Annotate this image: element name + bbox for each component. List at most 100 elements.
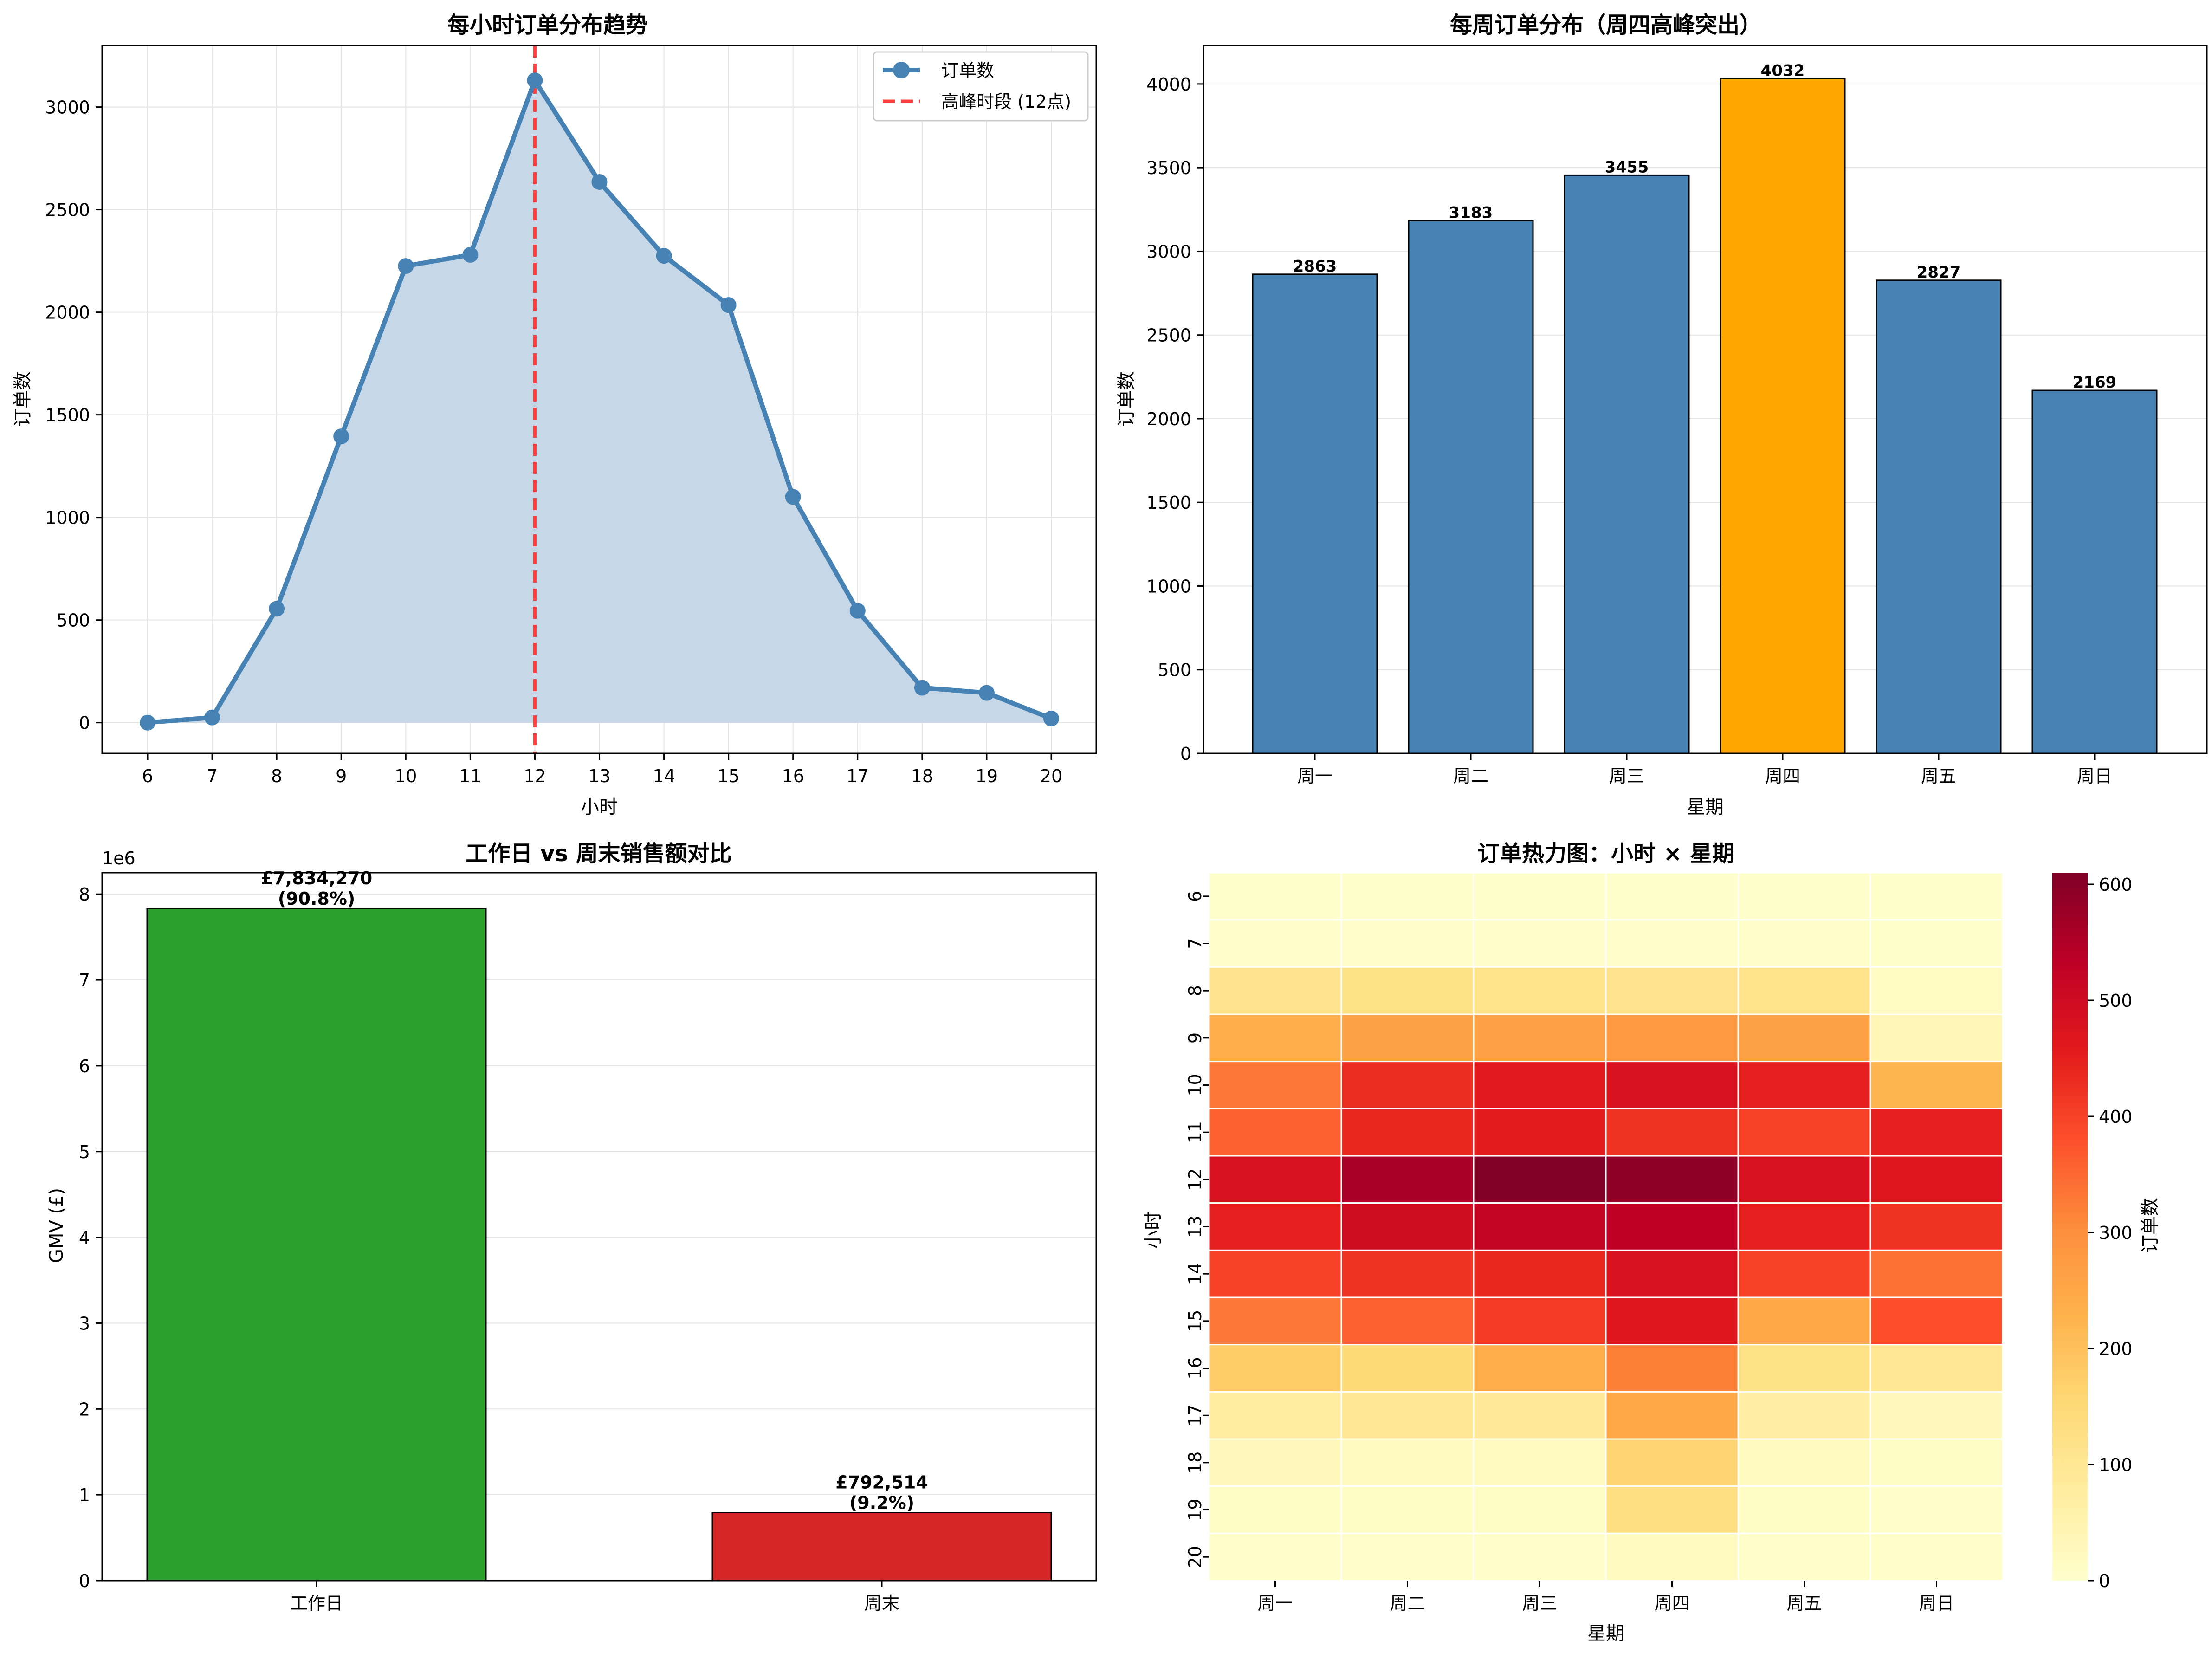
bar	[1252, 273, 1378, 754]
bar-data-label: 2169	[2073, 373, 2117, 392]
heatmap-cell	[1473, 1108, 1607, 1157]
legend-frame	[873, 51, 1089, 122]
data-point	[656, 248, 672, 264]
heatmap-cell	[1737, 1061, 1871, 1109]
data-point	[1043, 710, 1059, 726]
y-tick-label: 7	[1185, 938, 1205, 949]
heatmap-cell	[1473, 919, 1607, 968]
heatmap-cell	[1340, 1013, 1475, 1063]
heatmap-cell	[1605, 1108, 1739, 1157]
data-point	[462, 246, 479, 263]
y-tick-label: 15	[1185, 1310, 1205, 1332]
x-tick-label: 14	[653, 766, 675, 786]
y-tick-label: 2500	[45, 200, 90, 220]
y-tick-label: 1000	[45, 508, 90, 528]
heatmap-cell	[1340, 1202, 1475, 1251]
heatmap-cell	[1869, 1249, 2004, 1298]
y-tick-label: 2000	[1146, 409, 1191, 429]
y-tick-label: 1500	[45, 405, 90, 426]
heatmap-cell	[1340, 1108, 1475, 1157]
bars: £7,834,270(90.8%) £792,514(9.2%)	[146, 868, 1052, 1582]
x-tick-label: 周五	[1786, 1593, 1822, 1614]
heatmap-cell	[1208, 1532, 1342, 1582]
colorbar-label: 订单数	[2140, 1198, 2161, 1253]
heatmap-cell	[1473, 1391, 1607, 1440]
bar	[711, 1512, 1052, 1582]
heatmap-cell	[1340, 1155, 1475, 1204]
heatmap-cell	[1473, 1438, 1607, 1487]
data-point	[527, 72, 543, 89]
legend-marker-swatch	[893, 62, 910, 78]
heatmap-cell	[1737, 1108, 1871, 1157]
x-tick-label: 15	[717, 766, 739, 786]
heatmap-cell	[1605, 1344, 1739, 1393]
data-point	[333, 428, 349, 445]
y-tick-label: 17	[1185, 1404, 1205, 1426]
heatmap-cell	[1869, 1013, 2004, 1063]
bar-data-label: 2863	[1293, 257, 1337, 276]
y-tick-label: 2000	[45, 303, 90, 323]
heatmap-cell	[1473, 1485, 1607, 1534]
heatmap-cell	[1208, 1485, 1342, 1534]
y-axis-label: 订单数	[1116, 371, 1137, 427]
y-tick-label: 20	[1185, 1546, 1205, 1568]
x-tick-label: 周三	[1522, 1593, 1557, 1614]
colorbar-tick-label: 0	[2099, 1571, 2110, 1591]
axis-multiplier: 1e6	[102, 848, 136, 869]
x-tick-label: 周日	[2077, 766, 2112, 786]
data-point	[140, 714, 155, 731]
heatmap-cell	[1473, 966, 1607, 1015]
bar	[1720, 78, 1846, 754]
x-tick-label: 周三	[1609, 766, 1644, 786]
heatmap-cell	[1605, 1061, 1739, 1109]
heatmap-cell	[1208, 1249, 1342, 1298]
heatmap-cell	[1737, 1249, 1871, 1298]
heatmap-cell	[1605, 1013, 1739, 1063]
y-tick-label: 9	[1185, 1032, 1205, 1044]
bar-data-label: £7,834,270	[261, 868, 372, 888]
heatmap-cell	[1208, 1344, 1342, 1393]
y-tick-label: 19	[1185, 1498, 1205, 1521]
x-tick-label: 9	[336, 766, 347, 786]
y-tick-label: 0	[79, 713, 90, 733]
bar-data-label: 3183	[1449, 203, 1493, 222]
heatmap-cell	[1737, 1532, 1871, 1582]
heatmap-cell	[1869, 1155, 2004, 1204]
y-tick-label: 7	[79, 970, 90, 991]
x-tick-label: 周末	[864, 1593, 899, 1614]
heatmap-cell	[1737, 1202, 1871, 1251]
plot-frame	[101, 872, 1097, 1582]
bar-data-label: 2827	[1917, 263, 1961, 282]
y-tick-label: 3000	[1146, 241, 1191, 262]
y-tick-label: 6	[79, 1056, 90, 1076]
x-tick-label: 周二	[1453, 766, 1488, 786]
x-tick-label: 16	[782, 766, 804, 786]
heatmap-cell	[1605, 1296, 1739, 1346]
heatmap-cell	[1473, 1155, 1607, 1204]
y-tick-label: 13	[1185, 1215, 1205, 1238]
weekday-orders-bar-chart: 每周订单分布（周四高峰突出） 286331833455403228272169 …	[1116, 12, 2208, 818]
x-tick-label: 11	[459, 766, 481, 786]
y-tick-label: 12	[1185, 1168, 1205, 1191]
heatmap-cell	[1605, 1155, 1739, 1204]
heatmap-cell	[1605, 1249, 1739, 1298]
heatmap-cell	[1208, 919, 1342, 968]
hourly-orders-line-chart: 每小时订单分布趋势 6 7 8 9 10 11 12 13 14 15 16 17 18 19 20 0 50…	[12, 12, 1097, 818]
heatmap-cell	[1208, 1061, 1342, 1109]
x-tick-label: 周四	[1765, 766, 1800, 786]
chart-title: 订单热力图：小时 × 星期	[1477, 841, 1734, 867]
y-tick-label: 0	[1180, 744, 1191, 764]
y-tick-label: 8	[79, 884, 90, 905]
heatmap-cell	[1473, 1249, 1607, 1298]
y-tick-label: 500	[1158, 660, 1191, 681]
y-tick-labels: 0 1 2 3 4 5 6 7 8	[79, 884, 102, 1591]
x-tick-label: 17	[847, 766, 869, 786]
heatmap-cell	[1473, 872, 1607, 921]
colorbar-tick-label: 200	[2099, 1339, 2133, 1359]
heatmap-cell	[1869, 1108, 2004, 1157]
chart-title: 工作日 vs 周末销售额对比	[466, 841, 731, 867]
y-tick-label: 1500	[1146, 493, 1191, 513]
x-tick-label: 8	[271, 766, 282, 786]
y-tick-label: 1000	[1146, 576, 1191, 596]
